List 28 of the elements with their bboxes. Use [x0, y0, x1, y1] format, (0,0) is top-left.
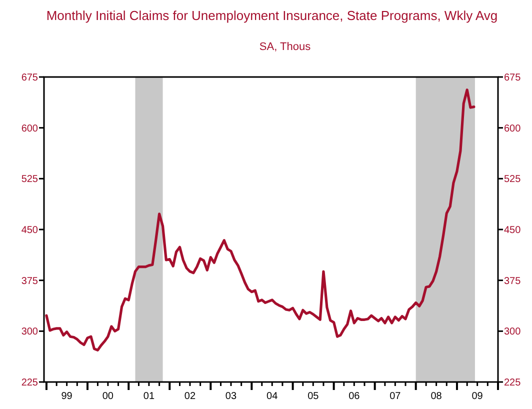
y-tick-label: 225 — [21, 378, 38, 388]
y-tick-label: 675 — [21, 72, 38, 84]
line-series — [45, 88, 476, 352]
y2-tick-label: 225 — [504, 378, 522, 388]
x-tick-label: 02 — [184, 391, 196, 402]
y2-tick-label: 450 — [504, 225, 522, 236]
x-tick-label: 00 — [102, 391, 114, 402]
y-tick-label: 375 — [21, 276, 38, 287]
x-tick-label: 01 — [143, 391, 155, 402]
y2-tick-label: 300 — [504, 326, 522, 338]
x-tick-label: 07 — [390, 391, 402, 402]
y-tick-label: 450 — [21, 225, 38, 236]
chart-subtitle: SA, Thous — [259, 41, 312, 53]
y-tick-label: 525 — [21, 174, 38, 186]
x-tick-label: 05 — [308, 391, 320, 402]
y-tick-label: 300 — [21, 326, 38, 338]
y2-tick-label: 525 — [504, 174, 522, 186]
x-tick-label: 06 — [348, 391, 360, 402]
y-tick-label: 600 — [21, 123, 38, 134]
y2-tick-label: 600 — [504, 123, 522, 134]
y2-tick-label: 675 — [504, 72, 522, 84]
x-tick-label: 99 — [61, 391, 73, 402]
chart-title: Monthly Initial Claims for Unemployment Insurance, State Programs, Wkly Avg — [46, 8, 498, 23]
x-tick-label: 09 — [472, 391, 484, 402]
y2-tick-label: 375 — [504, 276, 522, 287]
x-tick-label: 04 — [266, 391, 278, 402]
x-tick-label: 08 — [430, 391, 442, 402]
x-tick-label: 03 — [225, 391, 237, 402]
